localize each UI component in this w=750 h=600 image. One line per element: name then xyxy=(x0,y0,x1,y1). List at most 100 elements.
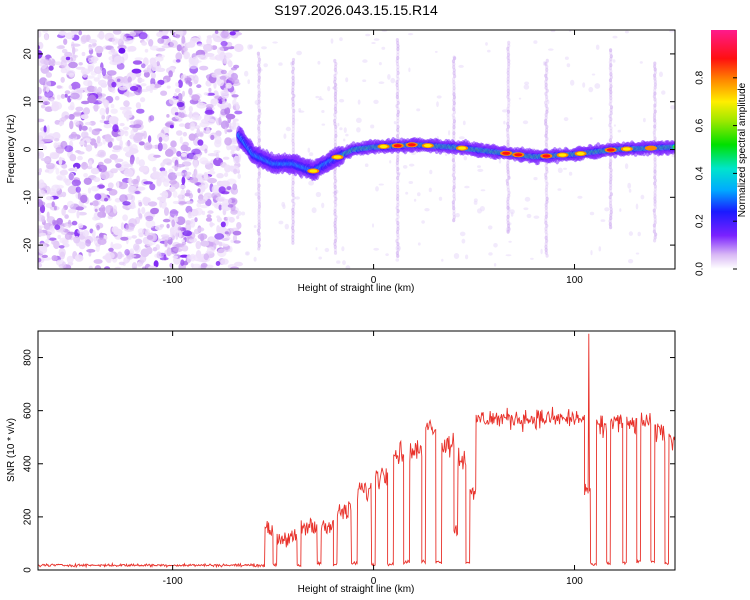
spectrogram-cell xyxy=(332,86,338,90)
spectrogram-cell xyxy=(256,228,260,233)
spectrogram-cell xyxy=(545,253,549,258)
spectrogram-cell xyxy=(135,102,142,109)
spectrogram-cell xyxy=(452,119,456,124)
spectrogram-cell xyxy=(653,217,657,222)
spectrogram-cell xyxy=(101,67,107,77)
spectrogram-cell xyxy=(464,185,470,189)
spectrogram-cell xyxy=(608,222,613,227)
spectrogram-cell xyxy=(461,238,466,244)
spectrogram-cell xyxy=(151,171,161,179)
spectrogram-cell xyxy=(204,52,215,57)
spectrogram-cell xyxy=(544,187,549,192)
spectrogram-cell xyxy=(493,243,498,248)
spectrogram-cell xyxy=(177,201,187,205)
spectrogram-cell xyxy=(233,64,240,69)
spectrogram-cell xyxy=(166,223,170,229)
spectrogram-x-tick-label: -100 xyxy=(163,275,183,286)
spectrogram-cell xyxy=(609,177,613,182)
spectrogram-cell xyxy=(390,77,396,84)
spectrogram-cell xyxy=(158,136,163,143)
spectrogram-cell xyxy=(333,85,337,90)
spectrogram-cell xyxy=(257,60,261,65)
spectrogram-y-tick-label: -20 xyxy=(23,237,34,252)
spectrogram-cell xyxy=(395,164,399,168)
spectrogram-cell xyxy=(160,197,166,203)
spectrogram-cell xyxy=(452,77,456,82)
spectrogram-cell xyxy=(321,202,325,209)
spectrogram-cell xyxy=(83,140,88,148)
spectrogram-cell xyxy=(206,127,210,135)
spectrogram-heatmap xyxy=(38,30,675,269)
spectrogram-cell xyxy=(153,83,162,89)
spectrogram-cell xyxy=(653,238,657,243)
spectrogram-cell xyxy=(65,32,75,40)
spectrogram-cell xyxy=(506,205,510,210)
spectrogram-cell xyxy=(90,167,100,175)
spectrogram-cell xyxy=(396,110,400,114)
spectrogram-cell xyxy=(609,198,613,203)
spectrogram-cell xyxy=(100,204,106,213)
spectrogram-cell xyxy=(334,196,338,201)
spectrogram-cell xyxy=(291,177,295,182)
spectrogram-cell xyxy=(257,102,261,107)
spectrogram-cell xyxy=(188,61,198,70)
spectrogram-cell xyxy=(58,156,63,166)
spectrogram-cell xyxy=(291,66,295,71)
snr-y-tick-label: 400 xyxy=(23,455,34,472)
spectrogram-cell xyxy=(156,61,161,67)
snr-y-axis-label: SNR (10 * v/v) xyxy=(6,418,17,482)
spectrogram-cell xyxy=(183,50,189,60)
spectrogram-cell xyxy=(333,58,337,63)
spectrogram-cell xyxy=(452,68,456,73)
spectrogram-cell xyxy=(138,159,145,167)
spectrogram-cell xyxy=(99,107,106,116)
spectrogram-cell xyxy=(97,73,102,79)
spectrogram-cell xyxy=(396,125,400,129)
spectrogram-cell xyxy=(256,180,261,185)
spectrogram-cell xyxy=(234,261,243,267)
spectrogram-cell xyxy=(653,124,657,129)
spectrogram-cell xyxy=(230,209,238,215)
spectrogram-cell xyxy=(236,215,240,220)
spectrogram-cell xyxy=(608,87,613,92)
spectrogram-cell xyxy=(381,46,386,50)
spectrogram-cell xyxy=(178,111,182,118)
spectrogram-cell xyxy=(506,169,510,174)
spectrogram-cell xyxy=(291,117,296,122)
spectrogram-cell xyxy=(198,101,204,106)
spectrogram-cell xyxy=(459,231,466,237)
spectrogram-cell xyxy=(544,91,548,96)
spectrogram-cell xyxy=(60,116,67,122)
spectrogram-cell xyxy=(333,139,337,144)
spectrogram-cell xyxy=(82,229,90,237)
spectrogram-cell xyxy=(506,220,510,225)
spectrogram-cell xyxy=(291,105,295,110)
spectrogram-cell xyxy=(608,120,613,125)
spectrogram-cell xyxy=(395,38,399,42)
spectrogram-cell xyxy=(292,195,296,200)
spectrogram-cell xyxy=(545,196,549,201)
spectrogram-cell xyxy=(333,205,337,210)
spectrogram-cell xyxy=(235,102,240,111)
spectrogram-cell xyxy=(609,204,613,209)
spectrogram-cell xyxy=(38,30,42,38)
spectrogram-cell xyxy=(342,260,346,265)
spectrogram-cell xyxy=(506,115,510,120)
spectrogram-cell xyxy=(544,244,548,249)
spectrogram-cell xyxy=(184,167,190,171)
spectrogram-cell xyxy=(544,247,548,252)
spectrogram-cell xyxy=(544,190,549,195)
spectrogram-cell xyxy=(507,175,511,180)
spectrogram-cell xyxy=(333,208,337,213)
spectrogram-cell xyxy=(175,33,181,39)
spectrogram-cell xyxy=(669,30,675,33)
spectrogram-cell xyxy=(283,133,287,139)
spectrogram-cell xyxy=(191,148,201,155)
spectrogram-cell xyxy=(149,115,155,122)
spectrogram-cell xyxy=(396,236,400,240)
spectrogram-cell xyxy=(566,63,571,68)
spectrogram-cell xyxy=(71,179,82,187)
spectrogram-cell xyxy=(163,178,170,187)
spectrogram-cell xyxy=(226,186,232,191)
spectrogram-cell xyxy=(61,169,68,175)
